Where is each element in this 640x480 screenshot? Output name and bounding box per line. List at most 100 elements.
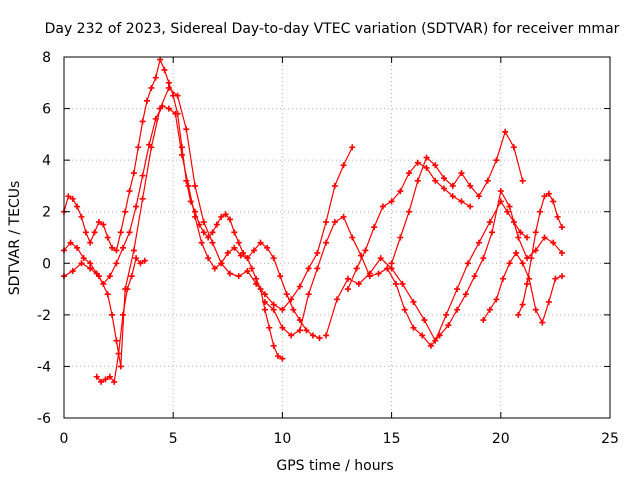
data-point xyxy=(87,260,94,267)
data-point xyxy=(209,239,216,246)
data-point xyxy=(510,144,517,151)
data-point xyxy=(119,311,126,318)
data-point xyxy=(423,154,430,161)
data-point xyxy=(102,376,109,383)
data-point xyxy=(183,126,190,133)
data-point xyxy=(475,239,482,246)
data-point xyxy=(74,244,81,251)
data-point xyxy=(100,221,107,228)
data-point xyxy=(471,273,478,280)
data-point xyxy=(69,195,76,202)
data-point xyxy=(486,306,493,313)
data-point xyxy=(524,280,531,287)
data-point xyxy=(124,286,131,293)
data-point xyxy=(480,255,487,262)
data-point xyxy=(499,275,506,282)
plot-frame xyxy=(63,56,611,419)
data-point xyxy=(388,265,395,272)
data-point xyxy=(109,311,116,318)
data-point xyxy=(122,208,129,215)
data-point xyxy=(157,56,164,63)
x-tick-label: 20 xyxy=(492,431,510,447)
data-point xyxy=(458,170,465,177)
data-point xyxy=(130,247,137,254)
data-point xyxy=(506,203,513,210)
data-point xyxy=(519,260,526,267)
data-point xyxy=(218,213,225,220)
data-point xyxy=(264,244,271,251)
data-point xyxy=(545,190,552,197)
data-point xyxy=(148,84,155,91)
data-point xyxy=(513,249,520,256)
data-point xyxy=(493,296,500,303)
data-point xyxy=(316,335,323,342)
data-point xyxy=(497,188,504,195)
data-point xyxy=(95,273,102,280)
data-point xyxy=(237,252,244,259)
data-point xyxy=(410,324,417,331)
data-point xyxy=(266,324,273,331)
data-point xyxy=(288,296,295,303)
data-point xyxy=(165,105,172,112)
data-point xyxy=(443,311,450,318)
data-point xyxy=(427,342,434,349)
data-point xyxy=(309,332,316,339)
data-point xyxy=(113,247,120,254)
y-tick-label: 6 xyxy=(42,102,51,118)
data-point xyxy=(109,244,116,251)
data-point xyxy=(261,306,268,313)
data-point xyxy=(104,234,111,241)
data-point xyxy=(235,239,242,246)
data-point xyxy=(362,247,369,254)
data-point xyxy=(519,301,526,308)
data-point xyxy=(432,337,439,344)
data-point xyxy=(78,213,85,220)
data-point xyxy=(183,177,190,184)
data-point xyxy=(541,193,548,200)
data-point xyxy=(80,255,87,262)
data-point xyxy=(192,213,199,220)
series-trace-i xyxy=(480,249,565,326)
data-point xyxy=(462,291,469,298)
data-point xyxy=(126,188,133,195)
data-point xyxy=(141,257,148,264)
data-point xyxy=(231,229,238,236)
data-point xyxy=(130,170,137,177)
data-point xyxy=(231,244,238,251)
data-point xyxy=(305,265,312,272)
data-point xyxy=(423,164,430,171)
data-point xyxy=(541,234,548,241)
data-point xyxy=(489,229,496,236)
data-point xyxy=(185,182,192,189)
data-point xyxy=(87,265,94,272)
data-point xyxy=(467,203,474,210)
data-point xyxy=(552,275,559,282)
data-point xyxy=(253,275,260,282)
x-axis-label: GPS time / hours xyxy=(276,458,393,474)
data-point xyxy=(270,255,277,262)
data-point xyxy=(113,260,120,267)
grid xyxy=(64,57,610,418)
data-point xyxy=(432,162,439,169)
data-point xyxy=(454,286,461,293)
data-point xyxy=(244,268,251,275)
data-point xyxy=(388,260,395,267)
data-point xyxy=(432,177,439,184)
data-point xyxy=(98,378,105,385)
data-point xyxy=(537,208,544,215)
data-point xyxy=(419,332,426,339)
chart-title: Day 232 of 2023, Sidereal Day-to-day VTE… xyxy=(45,21,620,37)
data-point xyxy=(414,159,421,166)
data-point xyxy=(205,255,212,262)
data-point xyxy=(414,177,421,184)
data-point xyxy=(139,172,146,179)
data-point xyxy=(406,208,413,215)
data-point xyxy=(91,229,98,236)
data-point xyxy=(344,286,351,293)
data-point xyxy=(209,229,216,236)
data-point xyxy=(379,203,386,210)
data-point xyxy=(539,319,546,326)
data-point xyxy=(211,265,218,272)
data-point xyxy=(104,291,111,298)
data-point xyxy=(244,255,251,262)
